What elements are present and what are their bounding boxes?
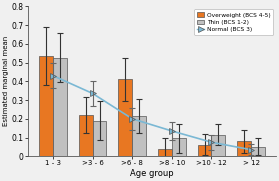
Bar (237, 141, 251, 156)
Bar (53, 58, 67, 156)
Bar (132, 116, 146, 156)
Bar (211, 135, 225, 156)
Bar (79, 115, 93, 156)
Bar (172, 138, 186, 156)
X-axis label: Age group: Age group (130, 169, 174, 178)
Bar (251, 147, 265, 156)
Y-axis label: Estimated marginal mean: Estimated marginal mean (3, 36, 9, 126)
Bar (158, 149, 172, 156)
Legend: Overweight (BCS 4-5), Thin (BCS 1-2), Normal (BCS 3): Overweight (BCS 4-5), Thin (BCS 1-2), No… (194, 9, 273, 35)
Bar (93, 121, 107, 156)
Bar (118, 79, 132, 156)
Bar (39, 56, 53, 156)
Bar (198, 145, 211, 156)
